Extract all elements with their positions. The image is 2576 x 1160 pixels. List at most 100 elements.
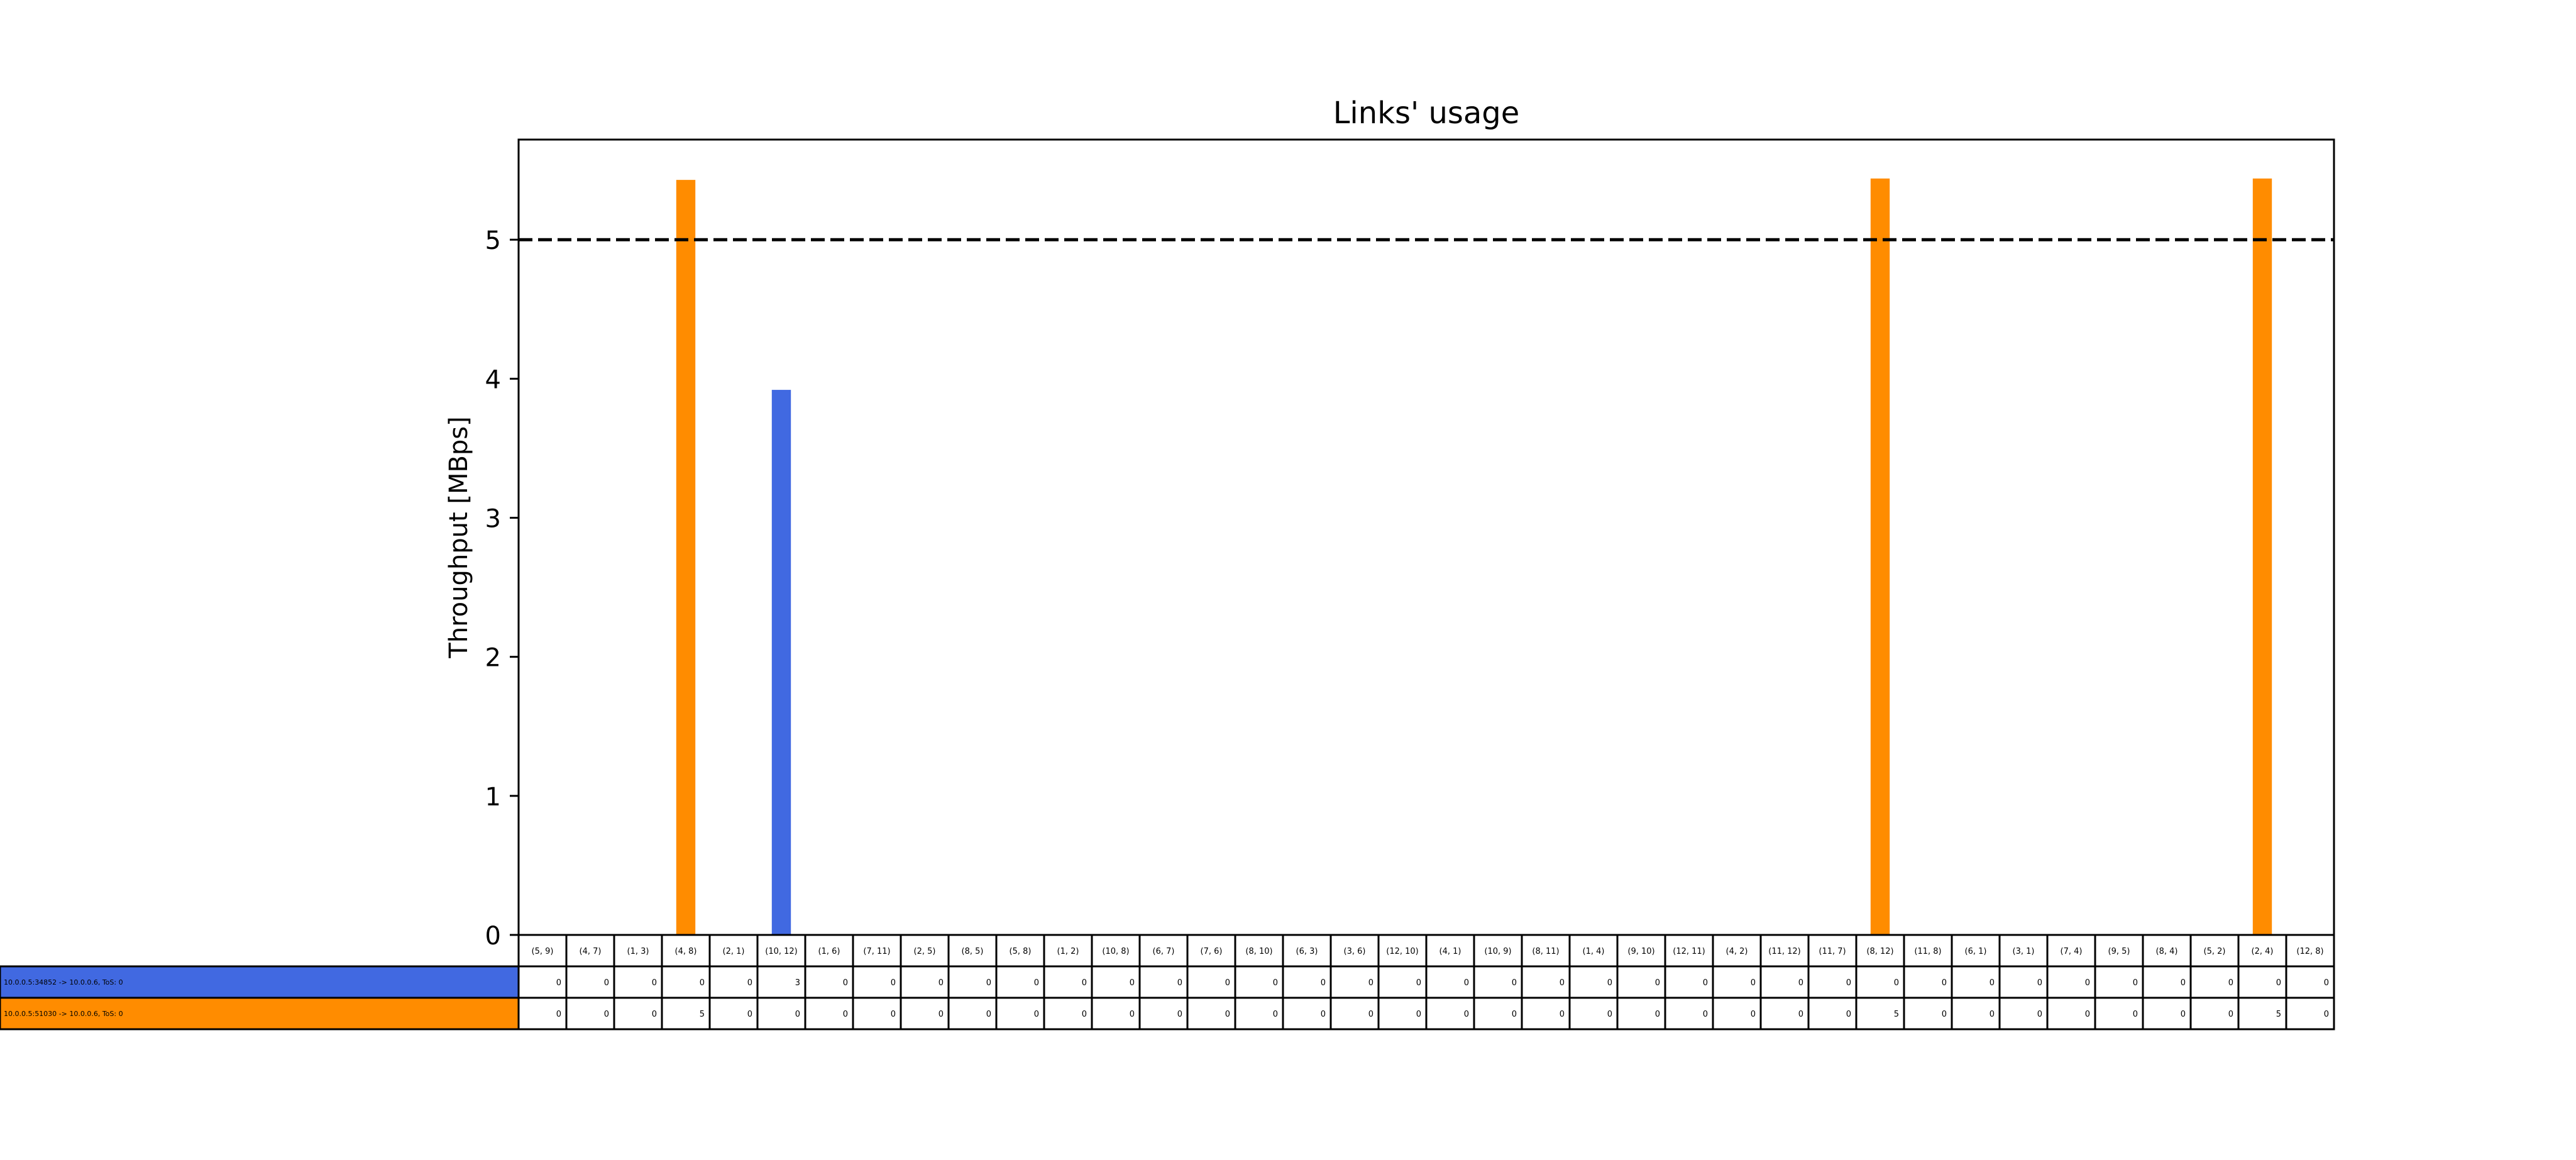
x-tick-label: (12, 8)	[2296, 947, 2323, 956]
table-header-cell	[565, 934, 615, 968]
bar-(4, 8)	[676, 180, 696, 935]
x-tick-label: (12, 10)	[1386, 947, 1419, 956]
x-tick-label: (12, 11)	[1673, 947, 1705, 956]
data-label: 0	[1082, 1010, 1087, 1019]
table-cell	[1377, 997, 1428, 1030]
table-header-cell	[1473, 934, 1523, 968]
series-name: 10.0.0.5:34852 -> 10.0.0.6, ToS: 0	[4, 978, 123, 986]
data-label: 0	[1034, 978, 1039, 988]
data-label: 0	[795, 1010, 800, 1019]
x-tick-label: (8, 5)	[962, 947, 984, 956]
bar-(10, 12)	[771, 390, 791, 935]
table-header-cell	[1903, 934, 1953, 968]
data-label: 5	[2276, 1010, 2281, 1019]
table-cell	[1664, 997, 1714, 1030]
table-header-cell	[1234, 934, 1284, 968]
table-cell	[661, 997, 711, 1030]
x-tick-label: (6, 3)	[1296, 947, 1318, 956]
chart-title: Links' usage	[1333, 96, 1520, 131]
y-tick-label: 4	[485, 365, 501, 394]
table-cell	[565, 997, 615, 1030]
x-tick-label: (1, 4)	[1583, 947, 1605, 956]
data-label: 3	[795, 978, 800, 988]
data-label: 0	[891, 1010, 896, 1019]
table-cell	[1282, 997, 1332, 1030]
data-label: 0	[2228, 978, 2233, 988]
bar-(8, 12)	[1870, 178, 1890, 935]
data-label: 0	[1703, 1010, 1708, 1019]
data-label: 0	[843, 978, 848, 988]
x-tick-label: (7, 6)	[1201, 947, 1223, 956]
x-tick-label: (9, 10)	[1627, 947, 1654, 956]
data-label: 0	[1177, 1010, 1182, 1019]
table-header-cell	[756, 934, 806, 968]
data-label: 0	[2324, 1010, 2329, 1019]
data-label: 0	[556, 1010, 561, 1019]
table-cell	[995, 997, 1045, 1030]
x-tick-label: (11, 8)	[1914, 947, 1941, 956]
table-cell	[2237, 965, 2287, 999]
x-tick-label: (6, 7)	[1153, 947, 1175, 956]
data-label: 0	[1416, 1010, 1421, 1019]
data-label: 0	[2037, 978, 2042, 988]
table-cell	[1138, 997, 1189, 1030]
x-tick-label: (8, 10)	[1245, 947, 1272, 956]
x-tick-label: (2, 1)	[723, 947, 745, 956]
x-tick-label: (4, 2)	[1726, 947, 1748, 956]
data-label: 0	[1894, 978, 1899, 988]
data-label: 0	[891, 978, 896, 988]
table-cell	[613, 997, 663, 1030]
x-tick-label: (4, 1)	[1439, 947, 1461, 956]
data-label: 0	[1321, 978, 1326, 988]
y-tick-label: 3	[485, 505, 501, 534]
data-label: 0	[2181, 1010, 2186, 1019]
x-tick-label: (9, 5)	[2108, 947, 2130, 956]
data-label: 0	[1034, 1010, 1039, 1019]
x-tick-label: (1, 2)	[1057, 947, 1079, 956]
table-cell	[1138, 965, 1189, 999]
data-label: 5	[700, 1010, 705, 1019]
x-tick-label: (4, 7)	[580, 947, 602, 956]
table-cell	[852, 997, 902, 1030]
series-name: 10.0.0.5:51030 -> 10.0.0.6, ToS: 0	[4, 1010, 123, 1018]
data-label: 0	[2085, 978, 2090, 988]
data-label: 5	[1894, 1010, 1899, 1019]
x-tick-label: (10, 9)	[1484, 947, 1511, 956]
x-tick-label: (10, 12)	[765, 947, 798, 956]
data-label: 0	[652, 978, 657, 988]
data-label: 0	[1655, 1010, 1660, 1019]
x-tick-label: (11, 7)	[1819, 947, 1846, 956]
table-header-cell	[1425, 934, 1475, 968]
data-label: 0	[604, 1010, 609, 1019]
data-label: 0	[747, 1010, 752, 1019]
data-label: 0	[2085, 1010, 2090, 1019]
data-label: 0	[1273, 978, 1278, 988]
y-tick-label: 0	[485, 922, 501, 951]
data-label: 0	[843, 1010, 848, 1019]
table-header-cell	[995, 934, 1045, 968]
data-table: (5, 9) (4, 7) (1, 3) (4, 8) (2, 1) (10, 12) (1…	[0, 934, 2335, 1030]
x-tick-label: (7, 11)	[863, 947, 890, 956]
table-cell	[947, 965, 998, 999]
x-tick-label: (3, 1)	[2013, 947, 2035, 956]
x-tick-label: (1, 6)	[818, 947, 840, 956]
x-tick-label: (5, 2)	[2204, 947, 2226, 956]
table-header-cell	[1091, 934, 1141, 968]
data-label: 0	[938, 1010, 944, 1019]
data-label: 0	[1368, 1010, 1373, 1019]
data-label: 0	[1082, 978, 1087, 988]
data-label: 0	[2133, 1010, 2138, 1019]
x-tick-label: (8, 12)	[1866, 947, 1893, 956]
table-cell	[2285, 997, 2335, 1030]
table-header-cell	[2285, 934, 2335, 968]
x-tick-label: (8, 4)	[2156, 947, 2178, 956]
table-cell	[565, 965, 615, 999]
table-cell	[2046, 997, 2096, 1030]
data-label: 0	[1273, 1010, 1278, 1019]
x-tick-label: (7, 4)	[2061, 947, 2083, 956]
data-label: 0	[604, 978, 609, 988]
data-label: 0	[1942, 978, 1947, 988]
x-tick-label: (4, 8)	[675, 947, 697, 956]
data-label: 0	[1798, 978, 1803, 988]
